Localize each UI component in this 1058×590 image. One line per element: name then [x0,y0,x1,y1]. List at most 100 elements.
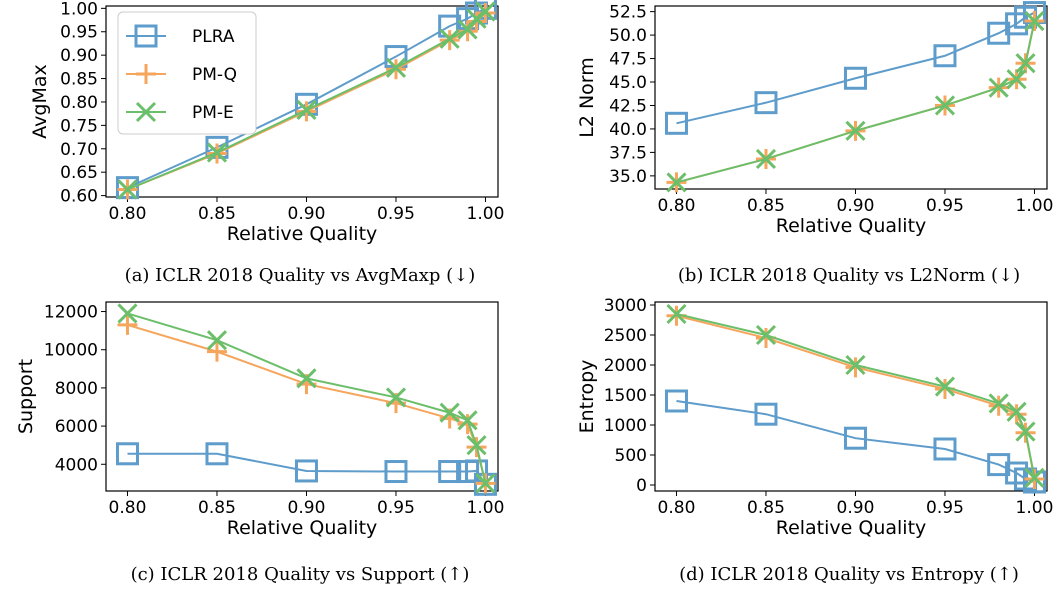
y-tick-label: 500 [615,446,647,466]
x-tick-label: 1.00 [467,204,505,224]
y-tick-label: 2500 [604,326,647,346]
legend: PLRA PM-Q PM-E [117,11,257,135]
series-line [676,20,1036,184]
data-point [117,179,138,200]
data-point [1006,69,1027,90]
series-pm-e [117,303,496,494]
x-axis-title: Relative Quality [776,215,927,237]
data-point [933,44,957,68]
y-tick-label: 2000 [604,356,647,376]
y-tick-label: 50.0 [609,26,647,46]
x-tick-label: 0.95 [377,498,415,518]
figure-caption: (c) ICLR 2018 Quality vs Support (↑) [131,564,470,585]
y-axis-title: AvgMax [29,64,51,138]
plot-frame [654,5,1048,190]
data-point [755,324,777,346]
legend-label: PLRA [192,27,235,47]
data-point [754,91,778,115]
x-tick-label: 0.85 [198,498,236,518]
data-point [934,376,956,397]
legend-marker [136,64,156,84]
y-axis-title: Support [15,359,37,434]
y-tick-label: 0.65 [60,163,98,183]
chart-d: 0.80 0.85 0.90 0.95 1.00 0 500 1000 1500 2000 2500… [576,296,1053,585]
data-point [1015,53,1036,74]
series-line [676,313,1036,478]
data-point [933,437,957,461]
data-point [296,368,317,389]
y-tick-label: 4000 [55,455,98,475]
y-tick-label: 0.85 [60,70,98,90]
data-point [457,410,478,431]
y-tick-label: 3000 [604,296,647,316]
legend-marker [134,24,158,48]
data-point [439,28,460,49]
y-tick-label: 8000 [55,379,98,399]
data-point [845,120,866,141]
data-point [934,95,956,116]
y-tick-label: 0.70 [60,140,98,160]
data-point [666,303,687,325]
x-axis-title: Relative Quality [227,223,378,245]
legend-label: PM-E [192,103,234,123]
data-point [115,442,139,466]
data-point [439,402,460,423]
x-tick-label: 1.00 [1016,196,1054,216]
series-line [127,312,487,484]
y-axis-title: Entropy [576,360,598,434]
y-tick-label: 37.5 [609,143,647,163]
y-tick-label: 0.95 [60,23,98,43]
x-axis-title: Relative Quality [776,517,927,539]
data-point [385,387,407,408]
y-tick-label: 6000 [55,417,98,437]
data-point [384,460,408,484]
y-axis-title: L2 Norm [576,57,598,138]
figure-caption: (b) ICLR 2018 Quality vs L2Norm (↓) [678,265,1020,286]
data-point [754,402,778,426]
legend-label: PM-Q [192,65,237,85]
data-point [205,442,229,466]
series-line [676,400,1035,483]
y-tick-label: 0.90 [60,46,98,66]
y-tick-label: 0 [636,476,647,496]
data-point [987,453,1011,477]
data-point [843,426,867,450]
x-tick-label: 0.85 [747,498,785,518]
y-tick-label: 10000 [44,341,98,361]
data-point [1006,401,1027,422]
x-tick-label: 0.85 [198,204,236,224]
y-tick-label: 1000 [604,416,647,436]
data-point [294,459,318,483]
y-tick-label: 1500 [604,386,647,406]
x-tick-label: 0.90 [837,498,875,518]
chart-b: 0.80 0.85 0.90 0.95 1.00 35.0 37.5 40.0 42.5 45.0… [576,1,1054,286]
data-point [475,1,496,22]
data-point [117,303,138,324]
y-tick-label: 1.00 [60,0,98,19]
chart-c: 0.80 0.85 0.90 0.95 1.00 4000 6000 8000 10000 120… [15,301,504,585]
data-point [1024,10,1045,32]
data-point [206,341,227,362]
data-point [117,314,138,335]
y-tick-label: 47.5 [609,50,647,70]
data-point [666,172,687,193]
data-point [438,460,462,484]
x-tick-label: 0.90 [837,196,875,216]
data-point [664,111,688,135]
data-point [755,148,777,170]
series-line [127,452,487,485]
data-point [385,57,407,78]
y-tick-label: 0.80 [60,93,98,113]
y-tick-label: 35.0 [609,167,647,187]
data-point [664,389,688,413]
x-axis-title: Relative Quality [227,517,378,539]
series-plra [115,442,497,496]
data-point [1015,421,1036,442]
y-tick-label: 52.5 [609,3,647,23]
x-tick-label: 0.80 [658,498,696,518]
x-tick-label: 0.95 [926,196,964,216]
y-tick-label: 12000 [44,303,98,323]
x-tick-label: 0.85 [747,196,785,216]
x-tick-label: 0.80 [658,196,696,216]
